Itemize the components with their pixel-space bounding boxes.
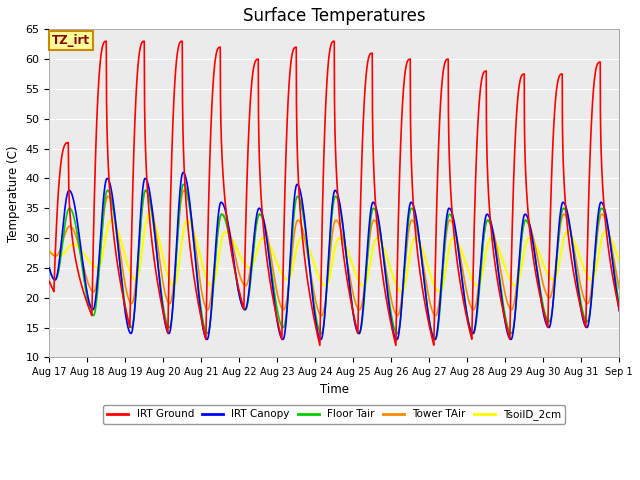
TsoilD_2cm <box>462 261 470 267</box>
IRT Canopy <box>616 308 623 314</box>
Floor Tair <box>591 249 599 254</box>
TsoilD_2cm <box>239 259 247 264</box>
Floor Tair <box>478 252 486 258</box>
Floor Tair <box>584 317 592 323</box>
IRT Ground <box>478 74 486 80</box>
IRT Canopy <box>179 169 187 175</box>
Floor Tair <box>239 304 247 310</box>
Floor Tair <box>316 328 323 334</box>
Floor Tair <box>431 336 439 342</box>
Tower TAir <box>45 248 53 254</box>
IRT Ground <box>330 38 338 44</box>
IRT Canopy <box>316 334 323 340</box>
IRT Canopy <box>239 305 247 311</box>
IRT Ground <box>591 69 599 75</box>
TsoilD_2cm <box>591 269 599 275</box>
IRT Canopy <box>462 306 470 312</box>
Title: Surface Temperatures: Surface Temperatures <box>243 7 426 25</box>
Text: TZ_irt: TZ_irt <box>52 34 90 47</box>
IRT Ground <box>462 312 470 317</box>
Line: Tower TAir: Tower TAir <box>49 191 620 316</box>
IRT Canopy <box>507 336 515 342</box>
TsoilD_2cm <box>316 275 323 280</box>
Line: Floor Tair: Floor Tair <box>49 184 620 339</box>
TsoilD_2cm <box>45 249 53 254</box>
Floor Tair <box>180 181 188 187</box>
Line: IRT Ground: IRT Ground <box>49 41 620 346</box>
Floor Tair <box>45 266 53 272</box>
Tower TAir <box>591 249 599 255</box>
IRT Ground <box>316 339 323 345</box>
TsoilD_2cm <box>584 275 592 280</box>
IRT Canopy <box>591 242 599 248</box>
Floor Tair <box>616 301 623 307</box>
IRT Ground <box>584 207 592 213</box>
Tower TAir <box>462 286 470 292</box>
TsoilD_2cm <box>145 211 153 217</box>
Legend: IRT Ground, IRT Canopy, Floor Tair, Tower TAir, TsoilD_2cm: IRT Ground, IRT Canopy, Floor Tair, Towe… <box>103 405 565 424</box>
Tower TAir <box>180 188 188 193</box>
TsoilD_2cm <box>616 259 623 264</box>
IRT Ground <box>45 278 53 284</box>
IRT Ground <box>616 307 623 313</box>
X-axis label: Time: Time <box>320 383 349 396</box>
Tower TAir <box>394 313 401 319</box>
IRT Ground <box>392 343 400 348</box>
TsoilD_2cm <box>478 271 486 277</box>
Tower TAir <box>584 300 592 306</box>
IRT Ground <box>239 303 247 309</box>
Line: IRT Canopy: IRT Canopy <box>49 172 620 339</box>
Tower TAir <box>616 286 623 291</box>
Tower TAir <box>478 249 486 254</box>
IRT Canopy <box>45 265 53 271</box>
Tower TAir <box>239 281 247 287</box>
Tower TAir <box>316 310 323 316</box>
IRT Canopy <box>478 244 486 250</box>
Line: TsoilD_2cm: TsoilD_2cm <box>49 214 620 292</box>
Floor Tair <box>462 305 470 311</box>
TsoilD_2cm <box>398 289 406 295</box>
Y-axis label: Temperature (C): Temperature (C) <box>7 145 20 241</box>
IRT Canopy <box>584 322 592 327</box>
